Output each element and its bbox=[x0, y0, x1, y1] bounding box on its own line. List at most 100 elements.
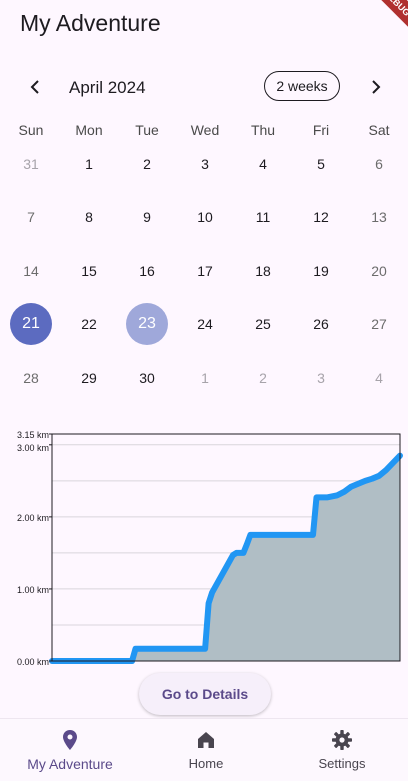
day-number: 25 bbox=[255, 316, 271, 332]
day-number: 16 bbox=[139, 262, 155, 279]
weekday-label: Sun bbox=[18, 122, 44, 138]
weekday-label: Sat bbox=[368, 122, 390, 138]
day-number: 2 bbox=[259, 369, 267, 386]
day-number: 15 bbox=[81, 262, 97, 279]
calendar-day[interactable]: 1 bbox=[60, 137, 118, 190]
calendar-day[interactable]: 25 bbox=[234, 298, 292, 351]
calendar-day[interactable]: 17 bbox=[176, 244, 234, 297]
home-icon bbox=[198, 732, 214, 748]
weekday-label: Fri bbox=[312, 122, 330, 138]
day-number: 5 bbox=[317, 155, 325, 172]
day-number: 1 bbox=[201, 369, 209, 386]
calendar-day[interactable]: 20 bbox=[350, 244, 408, 297]
calendar-day[interactable]: 10 bbox=[176, 191, 234, 244]
chart-border bbox=[51, 433, 401, 662]
day-number: 4 bbox=[259, 155, 267, 172]
day-number: 27 bbox=[371, 316, 387, 332]
calendar-day[interactable]: 13 bbox=[350, 191, 408, 244]
day-number: 3 bbox=[317, 369, 325, 386]
nav-item-label: Home bbox=[188, 756, 224, 771]
calendar-day[interactable]: 7 bbox=[2, 191, 60, 244]
calendar-day[interactable]: 12 bbox=[292, 191, 350, 244]
calendar-day[interactable]: 1 bbox=[176, 351, 234, 404]
day-number: 28 bbox=[23, 369, 39, 386]
distance-chart: 0.00 km 1.00 km 2.00 km 3.00 km 3.15 km bbox=[17, 430, 403, 667]
day-number: 2 bbox=[143, 155, 151, 172]
bottom-navigation: My Adventure Home Settings bbox=[0, 718, 408, 781]
weekday-label: Mon bbox=[75, 122, 103, 138]
calendar-day[interactable]: 14 bbox=[2, 244, 60, 297]
day-number: 30 bbox=[139, 369, 155, 386]
nav-item-label: My Adventure bbox=[27, 756, 113, 772]
chart-area bbox=[52, 455, 400, 661]
day-number: 14 bbox=[23, 262, 39, 279]
calendar-day[interactable]: 31 bbox=[2, 137, 60, 190]
next-month-button[interactable] bbox=[362, 74, 388, 100]
day-number: 13 bbox=[371, 209, 387, 225]
nav-item-label: Settings bbox=[318, 756, 366, 771]
day-number: 21 bbox=[10, 303, 52, 345]
calendar-day-selected[interactable]: 21 bbox=[2, 298, 60, 351]
calendar-day[interactable]: 9 bbox=[118, 191, 176, 244]
app-bar: My Adventure bbox=[0, 0, 408, 48]
day-number: 6 bbox=[375, 155, 383, 172]
weekday-label: Wed bbox=[190, 122, 220, 138]
format-toggle-button[interactable]: 2 weeks bbox=[264, 71, 340, 101]
nav-item-my-adventure[interactable]: My Adventure bbox=[2, 719, 138, 781]
nav-item-settings[interactable]: Settings bbox=[274, 719, 408, 781]
calendar-day[interactable]: 8 bbox=[60, 191, 118, 244]
day-number: 18 bbox=[255, 262, 271, 279]
calendar-day[interactable]: 2 bbox=[118, 137, 176, 190]
calendar-day[interactable]: 24 bbox=[176, 298, 234, 351]
calendar-day[interactable]: 11 bbox=[234, 191, 292, 244]
calendar-day[interactable]: 26 bbox=[292, 298, 350, 351]
previous-month-button[interactable] bbox=[23, 74, 49, 100]
calendar-day[interactable]: 15 bbox=[60, 244, 118, 297]
month-title: April 2024 bbox=[69, 78, 146, 97]
day-number: 29 bbox=[81, 369, 97, 386]
day-number: 19 bbox=[313, 262, 329, 279]
day-number: 4 bbox=[375, 369, 383, 386]
app-title: My Adventure bbox=[20, 10, 161, 36]
calendar-day[interactable]: 2 bbox=[234, 351, 292, 404]
location-pin-icon bbox=[63, 730, 77, 750]
calendar-day[interactable]: 4 bbox=[350, 351, 408, 404]
day-number: 20 bbox=[371, 262, 387, 279]
weekday-row: Sun Mon Tue Wed Thu Fri Sat bbox=[0, 122, 408, 140]
calendar-day[interactable]: 19 bbox=[292, 244, 350, 297]
day-number: 3 bbox=[201, 155, 209, 172]
nav-item-home[interactable]: Home bbox=[138, 719, 274, 781]
weekday-label: Tue bbox=[135, 122, 159, 138]
day-number: 12 bbox=[313, 209, 329, 225]
go-to-details-button[interactable]: Go to Details bbox=[139, 673, 271, 715]
calendar-day[interactable]: 28 bbox=[2, 351, 60, 404]
day-number: 31 bbox=[23, 155, 39, 172]
calendar-day-today[interactable]: 23 bbox=[118, 298, 176, 351]
calendar-day[interactable]: 22 bbox=[60, 298, 118, 351]
gear-icon bbox=[332, 730, 352, 750]
calendar-day[interactable]: 29 bbox=[60, 351, 118, 404]
chevron-left-icon bbox=[30, 80, 39, 94]
calendar-day[interactable]: 5 bbox=[292, 137, 350, 190]
calendar-day[interactable]: 16 bbox=[118, 244, 176, 297]
chart-y-tick-label: 3.00 km bbox=[17, 443, 49, 453]
day-number: 8 bbox=[85, 209, 93, 225]
day-number: 7 bbox=[27, 209, 35, 225]
day-number: 1 bbox=[85, 155, 93, 172]
day-number: 9 bbox=[143, 209, 151, 225]
day-number: 17 bbox=[197, 262, 213, 279]
calendar-day[interactable]: 3 bbox=[176, 137, 234, 190]
chart-y-tick-label: 0.00 km bbox=[17, 657, 49, 667]
weekday-label: Thu bbox=[250, 122, 276, 138]
calendar-day[interactable]: 4 bbox=[234, 137, 292, 190]
calendar-day[interactable]: 3 bbox=[292, 351, 350, 404]
day-number: 23 bbox=[126, 303, 168, 345]
day-number: 11 bbox=[255, 209, 271, 225]
day-number: 24 bbox=[197, 316, 213, 332]
day-number: 10 bbox=[197, 209, 213, 225]
calendar-day[interactable]: 18 bbox=[234, 244, 292, 297]
calendar-day[interactable]: 27 bbox=[350, 298, 408, 351]
calendar-day[interactable]: 6 bbox=[350, 137, 408, 190]
day-number: 22 bbox=[81, 316, 97, 332]
calendar-day[interactable]: 30 bbox=[118, 351, 176, 404]
